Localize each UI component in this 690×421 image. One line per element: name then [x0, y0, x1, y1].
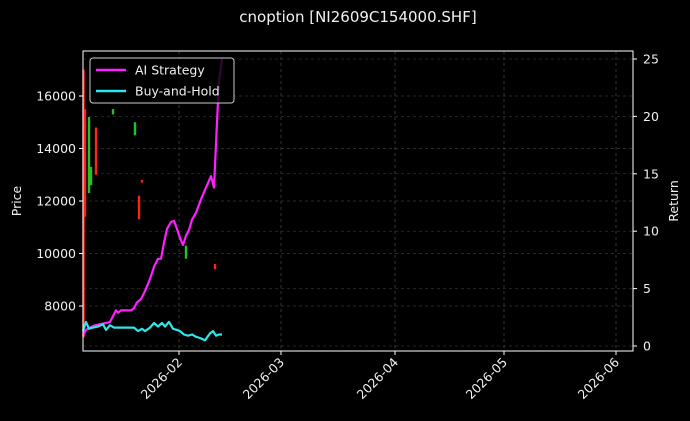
right-tick-label: 20 [643, 109, 659, 124]
right-y-axis: 0 5 10 15 20 25 [633, 52, 659, 354]
left-axis-label: Price [9, 185, 24, 216]
x-tick-label: 2026-06 [575, 354, 623, 402]
line-series [81, 58, 224, 342]
right-tick-label: 0 [643, 339, 651, 354]
candlestick [83, 109, 87, 217]
candlestick [94, 127, 98, 175]
candlestick-series [82, 69, 217, 338]
grid-lines [83, 51, 633, 351]
candlestick [140, 180, 144, 183]
x-tick-label: 2026-05 [463, 355, 511, 403]
x-tick-label: 2026-02 [138, 355, 186, 403]
right-tick-label: 5 [643, 281, 651, 296]
left-tick-label: 10000 [36, 246, 76, 261]
left-tick-label: 8000 [44, 299, 76, 314]
x-axis: 2026-02 2026-03 2026-04 2026-05 2026-06 [138, 351, 623, 403]
right-tick-label: 25 [643, 52, 659, 67]
candlestick [137, 195, 141, 220]
x-tick-label: 2026-03 [240, 355, 288, 403]
candlestick [89, 166, 93, 186]
candlestick [133, 122, 137, 136]
right-axis-label: Return [666, 180, 681, 221]
left-tick-label: 16000 [36, 89, 76, 104]
left-y-axis: 8000 10000 12000 14000 16000 [36, 89, 83, 314]
buy-and-hold-line [81, 320, 222, 342]
candlestick [111, 109, 115, 115]
chart-title: cnoption [NI2609C154000.SHF] [239, 8, 477, 26]
x-tick-label: 2026-04 [354, 354, 402, 402]
candlestick [87, 117, 91, 194]
left-tick-label: 12000 [36, 194, 76, 209]
right-tick-label: 10 [643, 224, 659, 239]
ai-strategy-line [82, 58, 224, 337]
left-tick-label: 14000 [36, 141, 76, 156]
legend-label-buy-and-hold: Buy-and-Hold [135, 84, 220, 99]
legend: AI Strategy Buy-and-Hold [89, 57, 235, 104]
right-tick-label: 15 [643, 166, 659, 181]
candlestick [184, 245, 188, 259]
legend-label-ai-strategy: AI Strategy [135, 63, 205, 78]
candlestick [213, 264, 217, 270]
